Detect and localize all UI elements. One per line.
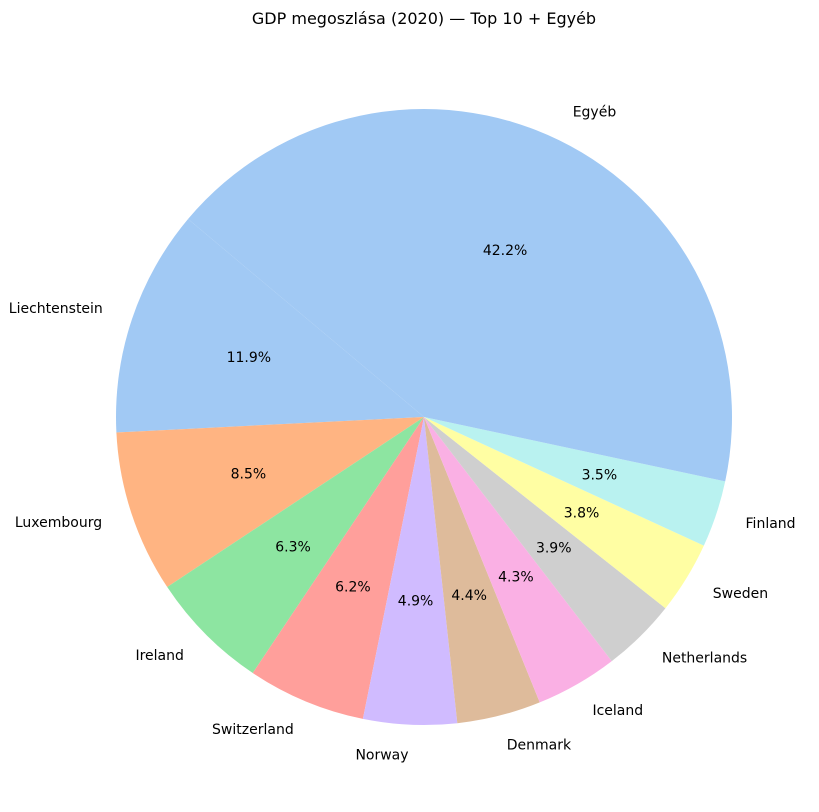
pct-label-netherlands: 3.9%: [536, 541, 572, 557]
slice-label-sweden: Sweden: [713, 586, 768, 602]
pct-label-ireland: 6.3%: [275, 539, 311, 555]
pie-slice-netherlands: [424, 417, 666, 662]
pct-label-liechtenstein: 11.9%: [227, 350, 271, 366]
pct-label-egyeb: 42.2%: [483, 243, 527, 259]
pct-label-luxembourg: 8.5%: [231, 467, 267, 483]
pie-slice-ireland: [167, 417, 425, 673]
slice-label-ireland: Ireland: [135, 648, 183, 664]
pct-label-finland: 3.5%: [582, 467, 618, 483]
slice-label-liechtenstein: Liechtenstein: [9, 301, 103, 317]
pct-label-norway: 4.9%: [398, 594, 434, 610]
slice-label-denmark: Denmark: [507, 738, 572, 754]
pie-slices: [115, 109, 732, 725]
slice-label-egyeb: Egyéb: [573, 105, 617, 121]
slice-label-netherlands: Netherlands: [662, 650, 747, 666]
slice-label-norway: Norway: [355, 747, 408, 763]
slice-labels: Liechtenstein Luxembourg Ireland Switzerlan…: [9, 105, 796, 764]
chart-title: GDP megoszlása (2020) — Top 10 + Egyéb: [252, 9, 596, 28]
pie-slice-sweden: [424, 417, 704, 609]
slice-label-finland: Finland: [746, 516, 796, 532]
pct-label-denmark: 4.4%: [451, 588, 487, 604]
pie-slice-iceland: [424, 417, 612, 703]
pie-slice-finland: [424, 417, 726, 546]
pie-slice-switzerland: [252, 417, 424, 719]
percent-labels: 11.9% 8.5% 6.3% 6.2% 4.9% 4.4% 4.3%3.9% 3.8% 3.5…: [227, 243, 618, 610]
pie-slice-luxembourg: [116, 417, 424, 588]
pie-slice-norway: [362, 417, 458, 725]
slice-label-luxembourg: Luxembourg: [15, 515, 102, 531]
pct-label-switzerland: 6.2%: [335, 580, 371, 596]
slice-label-switzerland: Switzerland: [212, 722, 294, 738]
pie-slice-egyeb: [188, 109, 732, 482]
pct-label-iceland: 4.3%: [498, 569, 534, 585]
pct-label-sweden: 3.8%: [564, 506, 600, 522]
pie-slice-denmark: [424, 417, 540, 724]
pie-slice-liechtenstein: [115, 219, 424, 433]
slice-label-iceland: Iceland: [592, 703, 643, 719]
